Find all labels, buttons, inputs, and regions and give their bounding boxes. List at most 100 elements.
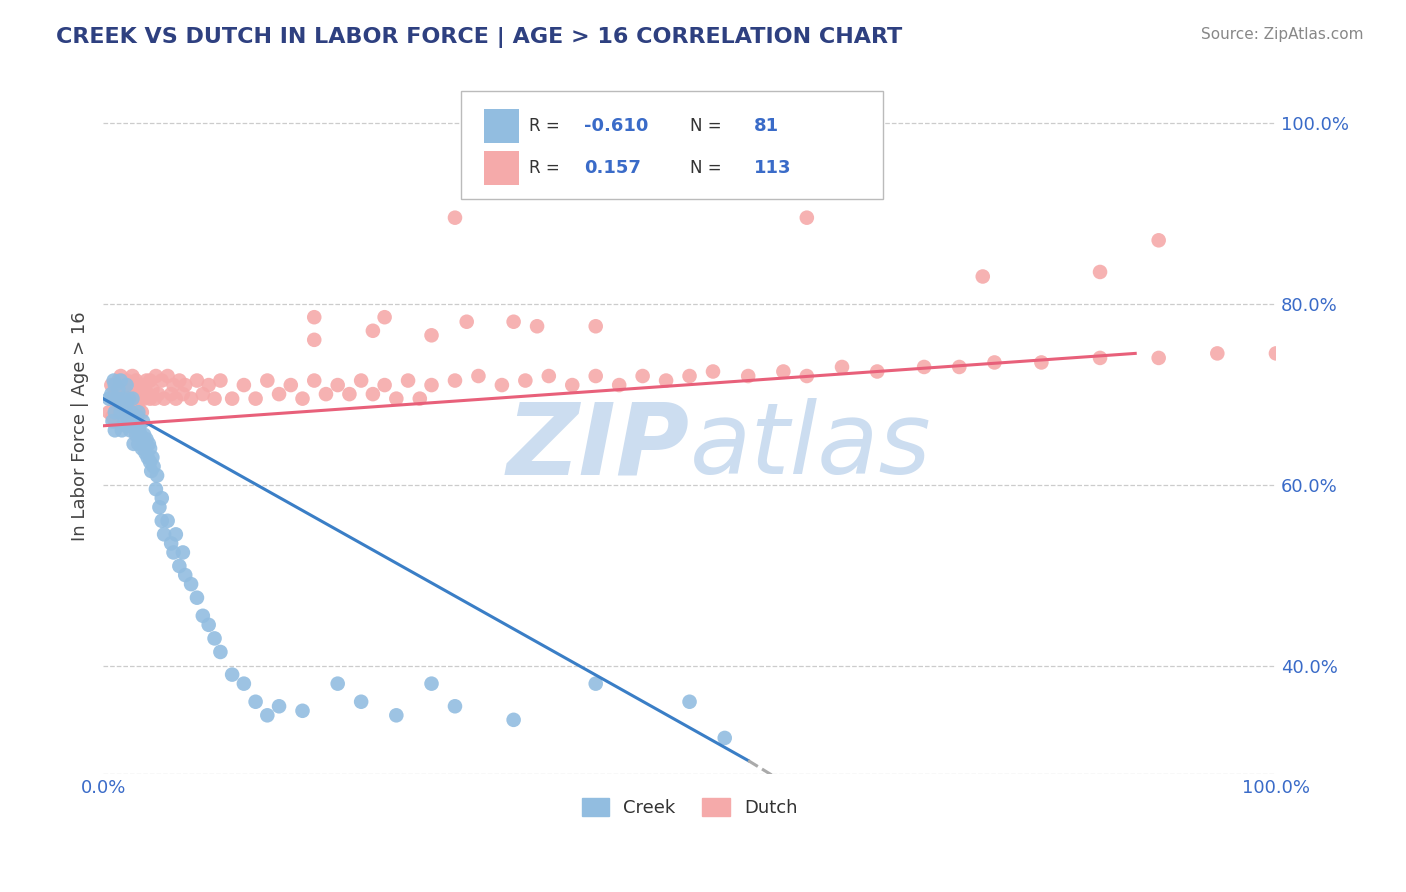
Point — [280, 378, 302, 392]
Point — [631, 369, 654, 384]
Text: N =: N = — [689, 159, 727, 177]
Point — [409, 392, 432, 406]
Point — [502, 315, 524, 329]
Point — [456, 315, 478, 329]
Point — [121, 418, 143, 433]
Point — [153, 527, 176, 541]
Point — [115, 396, 138, 410]
Point — [420, 378, 443, 392]
Point — [444, 211, 467, 225]
Point — [129, 427, 152, 442]
Point — [112, 414, 135, 428]
Text: 113: 113 — [754, 159, 792, 177]
Point — [302, 310, 325, 325]
Point — [209, 645, 232, 659]
Point — [135, 374, 157, 388]
Point — [103, 392, 125, 406]
Point — [105, 401, 128, 415]
Point — [655, 374, 678, 388]
Point — [467, 369, 489, 384]
Point — [148, 387, 170, 401]
Point — [104, 378, 127, 392]
Point — [197, 378, 219, 392]
Point — [139, 392, 162, 406]
Point — [117, 409, 139, 424]
Point — [112, 392, 135, 406]
Point — [156, 369, 179, 384]
Point — [232, 676, 254, 690]
Point — [127, 437, 149, 451]
Point — [678, 369, 700, 384]
Point — [186, 591, 208, 605]
Point — [191, 608, 214, 623]
Point — [122, 437, 145, 451]
Point — [150, 514, 173, 528]
Point — [107, 374, 129, 388]
Point — [1147, 351, 1170, 365]
Point — [135, 433, 157, 447]
Text: atlas: atlas — [689, 398, 931, 495]
Point — [180, 392, 202, 406]
Point — [134, 437, 156, 451]
Point — [128, 392, 150, 406]
Point — [127, 387, 149, 401]
Point — [121, 392, 143, 406]
Point — [141, 464, 163, 478]
Text: -0.610: -0.610 — [583, 117, 648, 136]
Point — [396, 374, 419, 388]
Text: 0.157: 0.157 — [583, 159, 641, 177]
Point — [127, 405, 149, 419]
Point — [104, 387, 127, 401]
Point — [111, 409, 134, 424]
Point — [118, 387, 141, 401]
Point — [131, 442, 153, 456]
Point — [983, 355, 1005, 369]
Point — [796, 369, 818, 384]
Point — [101, 414, 124, 428]
Point — [114, 383, 136, 397]
Point — [134, 427, 156, 442]
Point — [209, 374, 232, 388]
Point — [221, 667, 243, 681]
Point — [132, 414, 155, 428]
Point — [111, 423, 134, 437]
Point — [172, 545, 194, 559]
Point — [385, 708, 408, 723]
Point — [515, 374, 537, 388]
Point — [121, 392, 143, 406]
Point — [115, 374, 138, 388]
Text: ZIP: ZIP — [506, 398, 689, 495]
Point — [148, 500, 170, 515]
Point — [361, 387, 384, 401]
Point — [374, 310, 396, 325]
Text: 81: 81 — [754, 117, 779, 136]
Point — [315, 387, 337, 401]
Point — [204, 392, 226, 406]
Point — [713, 731, 735, 745]
Point — [561, 378, 583, 392]
Point — [1206, 346, 1229, 360]
Point — [156, 514, 179, 528]
Point — [115, 405, 138, 419]
Point — [831, 359, 853, 374]
Point — [145, 482, 167, 496]
Point — [129, 378, 152, 392]
Y-axis label: In Labor Force | Age > 16: In Labor Force | Age > 16 — [72, 311, 89, 541]
Point — [678, 695, 700, 709]
Point — [245, 695, 267, 709]
Point — [104, 414, 127, 428]
Text: Source: ZipAtlas.com: Source: ZipAtlas.com — [1201, 27, 1364, 42]
Point — [100, 378, 122, 392]
Point — [98, 405, 121, 419]
Point — [197, 617, 219, 632]
Point — [420, 676, 443, 690]
Point — [302, 374, 325, 388]
Point — [124, 414, 146, 428]
Point — [118, 392, 141, 406]
Point — [291, 704, 314, 718]
Point — [361, 324, 384, 338]
Point — [134, 392, 156, 406]
Text: R =: R = — [529, 117, 565, 136]
Point — [141, 383, 163, 397]
Point — [131, 405, 153, 419]
